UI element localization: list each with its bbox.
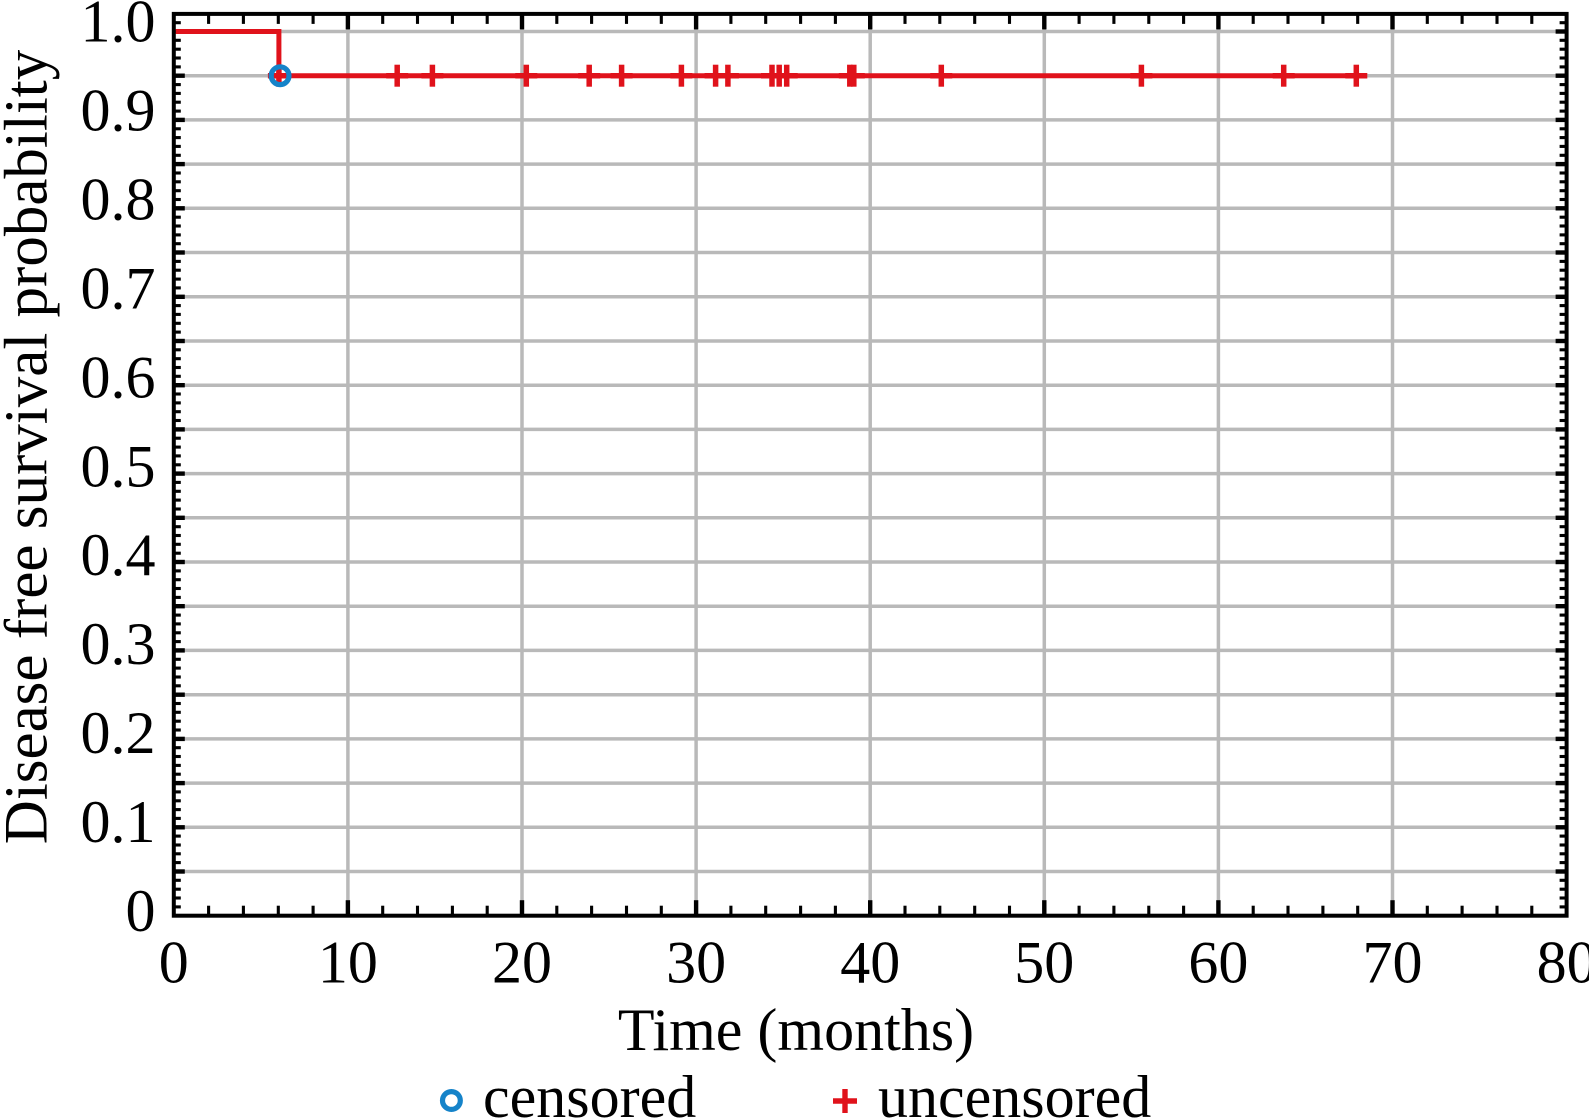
svg-text:30: 30: [666, 930, 726, 996]
svg-text:0.4: 0.4: [81, 522, 156, 588]
svg-text:0.3: 0.3: [81, 611, 156, 677]
svg-text:uncensored: uncensored: [878, 1064, 1151, 1120]
svg-text:40: 40: [840, 930, 900, 996]
svg-text:Time (months): Time (months): [618, 997, 974, 1063]
svg-text:0: 0: [159, 930, 189, 996]
svg-text:80: 80: [1537, 930, 1589, 996]
svg-text:50: 50: [1014, 930, 1074, 996]
svg-text:0.9: 0.9: [81, 77, 156, 143]
svg-text:0.7: 0.7: [81, 255, 156, 321]
svg-text:0: 0: [126, 878, 156, 944]
svg-text:censored: censored: [483, 1064, 696, 1120]
svg-text:Disease free survival probabil: Disease free survival probability: [0, 49, 61, 844]
svg-text:0.8: 0.8: [81, 166, 156, 232]
svg-text:10: 10: [318, 930, 378, 996]
svg-text:1.0: 1.0: [81, 0, 156, 55]
svg-text:0.1: 0.1: [81, 789, 156, 855]
svg-text:60: 60: [1188, 930, 1248, 996]
svg-text:0.2: 0.2: [81, 700, 156, 766]
svg-text:70: 70: [1363, 930, 1423, 996]
svg-text:20: 20: [492, 930, 552, 996]
svg-text:0.6: 0.6: [81, 344, 156, 410]
svg-text:0.5: 0.5: [81, 433, 156, 499]
